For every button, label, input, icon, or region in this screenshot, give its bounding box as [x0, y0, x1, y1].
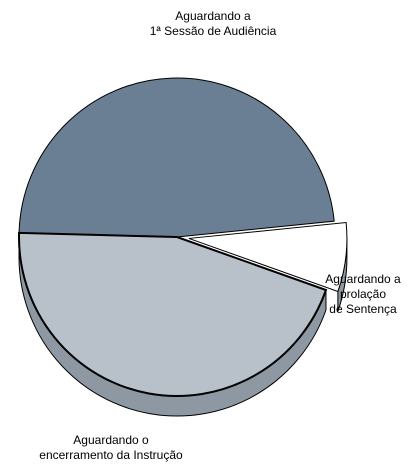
pie-slice-1 [18, 231, 328, 397]
slice-label-aguardando-encerramento: Aguardando o encerramento da Instrução [39, 433, 183, 462]
slice-label-aguardando-sentenca: Aguardando a prolação de Sentença [325, 272, 401, 316]
pie-slice-0 [18, 77, 335, 238]
pie-slice-2 [188, 222, 348, 293]
slice-label-aguardando-sessao: Aguardando a 1ª Sessão de Audiência [149, 9, 277, 38]
